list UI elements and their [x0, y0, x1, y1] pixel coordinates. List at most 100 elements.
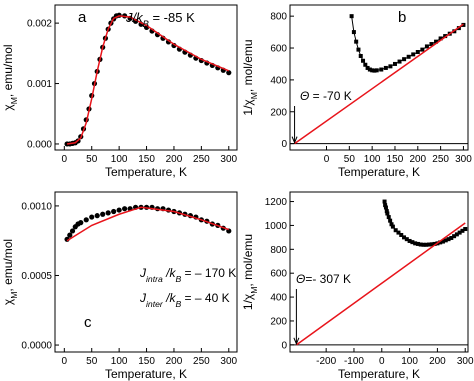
y-tick-label: 600 [270, 44, 287, 55]
text-part: intra [146, 274, 163, 284]
plot-frame [289, 4, 469, 151]
data-point [226, 70, 232, 76]
text-part: /k [163, 291, 177, 305]
data-point [463, 227, 468, 232]
annotation: b [398, 9, 406, 26]
y-tick-label: 0 [281, 139, 287, 150]
plot-frame [54, 191, 238, 353]
x-tick-label: 300 [220, 154, 237, 165]
data-point [354, 39, 359, 44]
data-point [413, 241, 418, 246]
data-point [415, 241, 420, 246]
x-tick-label: 150 [138, 154, 155, 165]
text-part: , mol/emu [241, 39, 255, 92]
data-point [457, 230, 462, 235]
text-part: Θ [300, 89, 309, 103]
data-point [386, 215, 391, 220]
data-point [351, 30, 356, 35]
y-tick-label: 0.0000 [21, 341, 52, 352]
series-line [351, 16, 464, 72]
y-tick-label: 0.0005 [21, 271, 52, 282]
x-tick-label: 200 [409, 154, 426, 165]
x-tick-label: -200 [316, 356, 336, 367]
data-point [454, 232, 459, 237]
x-tick-label: 200 [166, 154, 183, 165]
text-part: J [139, 291, 147, 305]
data-point [424, 242, 429, 247]
data-point [379, 67, 384, 72]
y-tick-label: 0.002 [27, 19, 52, 30]
text-part: b [398, 9, 406, 26]
data-point [356, 47, 361, 52]
data-point [396, 230, 401, 235]
y-tick-label: 0.0010 [21, 201, 52, 212]
y-tick-label: 200 [270, 107, 287, 118]
plot-frame [54, 4, 238, 151]
data-point [420, 47, 425, 52]
x-tick-label: 100 [111, 154, 128, 165]
data-point [358, 53, 363, 58]
data-point [410, 240, 415, 245]
y-tick-label: 400 [270, 293, 287, 304]
data-point [392, 61, 397, 66]
data-point [446, 237, 451, 242]
y-tick-label: 400 [270, 75, 287, 86]
plot-area [294, 14, 466, 145]
y-tick-label: 1200 [265, 197, 288, 208]
data-point [440, 239, 445, 244]
data-point [427, 242, 432, 247]
data-point [452, 234, 457, 239]
data-point [432, 241, 437, 246]
data-point [89, 214, 95, 220]
data-point [78, 220, 84, 226]
text-part: χ [1, 104, 15, 111]
data-point [69, 228, 76, 234]
data-point [438, 36, 443, 41]
data-point [402, 235, 407, 240]
data-point [383, 205, 388, 210]
text-part: B [143, 19, 149, 29]
data-point [418, 242, 423, 247]
data-point [460, 228, 465, 233]
annotation: c [84, 314, 92, 331]
x-tick-label: 0 [379, 356, 385, 367]
y-tick-label: 0.001 [27, 79, 52, 90]
data-point [438, 240, 443, 245]
text-part: M [249, 92, 259, 99]
data-point [361, 58, 366, 63]
text-part: 1/χ [241, 293, 255, 310]
data-point [122, 206, 128, 212]
text-part: 1/χ [241, 99, 255, 116]
text-part: inter [146, 299, 164, 309]
x-tick-label: 250 [193, 154, 210, 165]
data-point [385, 211, 390, 216]
plot-frame [289, 191, 469, 353]
annotation: Θ = -70 K [300, 89, 352, 103]
text-part: =- 307 K [305, 272, 351, 286]
y-tick-label: 800 [270, 245, 287, 256]
data-point [365, 65, 370, 70]
annotation: Θ=- 307 K [296, 272, 351, 286]
x-tick-label: 150 [138, 356, 155, 367]
x-tick-label: 300 [220, 356, 237, 367]
data-point [449, 235, 454, 240]
data-point [105, 210, 111, 216]
data-point [382, 199, 387, 204]
y-tick-label: 200 [270, 316, 287, 327]
text-part: a [78, 9, 87, 26]
x-axis-label: Temperature, K [338, 367, 420, 381]
data-point [402, 57, 407, 62]
data-point [367, 67, 372, 72]
data-point [370, 68, 375, 73]
data-point [415, 50, 420, 55]
data-point [363, 62, 368, 67]
annotation: Jinter /kB = – 40 K [139, 291, 230, 309]
data-point [83, 217, 89, 223]
y-tick-label: 600 [270, 269, 287, 280]
data-point [389, 222, 394, 227]
data-point [404, 237, 409, 242]
plot-area [64, 204, 232, 242]
x-tick-label: 250 [193, 356, 210, 367]
text-part: B [175, 299, 181, 309]
